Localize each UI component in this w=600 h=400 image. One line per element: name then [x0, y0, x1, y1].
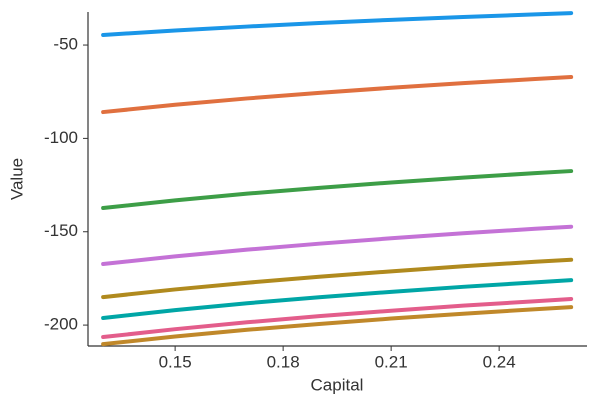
y-tick-label: -200: [44, 315, 78, 334]
series-line: [101, 74, 574, 115]
series-line: [101, 278, 574, 320]
series-line: [101, 305, 574, 347]
y-tick-label: -50: [53, 35, 78, 54]
series-line: [101, 296, 574, 340]
x-tick-label: 0.24: [483, 352, 516, 371]
x-axis-label: Capital: [311, 375, 364, 394]
x-tick-label: 0.18: [267, 352, 300, 371]
series-line: [101, 11, 574, 37]
series-line: [101, 224, 574, 267]
series-line: [101, 169, 574, 211]
y-axis-label: Value: [7, 158, 26, 200]
y-tick-label: -150: [44, 221, 78, 240]
x-tick-label: 0.21: [375, 352, 408, 371]
x-tick-label: 0.15: [159, 352, 192, 371]
series-line: [101, 257, 574, 300]
y-tick-label: -100: [44, 128, 78, 147]
